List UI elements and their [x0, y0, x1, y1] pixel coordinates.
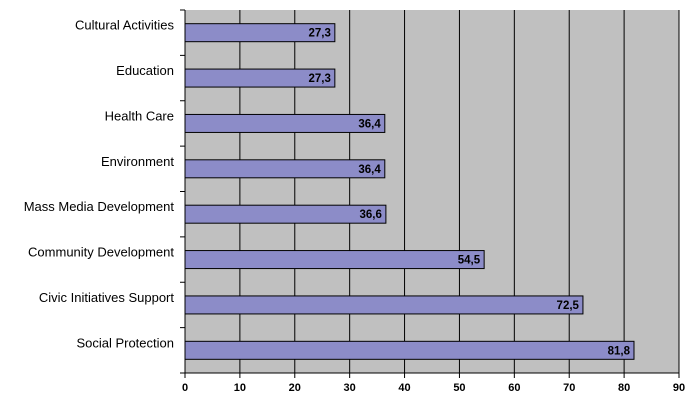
x-tick-label: 50 [453, 382, 465, 394]
x-tick-label: 30 [344, 382, 356, 394]
category-label: Cultural Activities [75, 18, 174, 33]
x-tick-label: 60 [508, 382, 520, 394]
bar [184, 204, 387, 224]
bar [184, 340, 635, 360]
category-label: Civic Initiatives Support [39, 290, 174, 305]
x-tick-labels: 0 10 20 30 40 50 60 70 80 90 [182, 382, 685, 394]
x-tick-label: 70 [563, 382, 575, 394]
data-label: 36,4 [358, 118, 381, 130]
x-tick-label: 20 [289, 382, 301, 394]
plot-area [185, 10, 679, 373]
data-label: 36,4 [358, 164, 381, 176]
data-label: 72,5 [557, 300, 580, 312]
category-label: Community Development [28, 245, 174, 260]
bar [184, 113, 386, 133]
bars [184, 23, 635, 360]
data-label: 36,6 [360, 209, 382, 221]
data-label: 27,3 [308, 73, 330, 85]
category-label: Mass Media Development [24, 199, 175, 214]
bar [184, 250, 485, 270]
bar [184, 23, 336, 43]
bar [184, 295, 584, 315]
category-label: Education [116, 63, 174, 78]
data-label: 81,8 [608, 345, 631, 357]
data-label: 54,5 [458, 255, 481, 267]
x-tick-label: 90 [673, 382, 685, 394]
category-label: Social Protection [76, 335, 174, 350]
data-label: 27,3 [308, 28, 330, 40]
x-tick-label: 0 [182, 382, 188, 394]
category-label: Environment [101, 154, 174, 169]
x-tick-label: 80 [618, 382, 630, 394]
bar [184, 159, 386, 179]
data-labels: 27,3 27,3 36,4 36,4 36,6 54,5 72,5 81,8 [308, 28, 630, 358]
x-tick-label: 10 [234, 382, 246, 394]
bar [184, 68, 336, 88]
category-label: Health Care [105, 108, 174, 123]
category-labels: Cultural Activities Education Health Care E… [24, 18, 175, 351]
x-tick-label: 40 [398, 382, 410, 394]
